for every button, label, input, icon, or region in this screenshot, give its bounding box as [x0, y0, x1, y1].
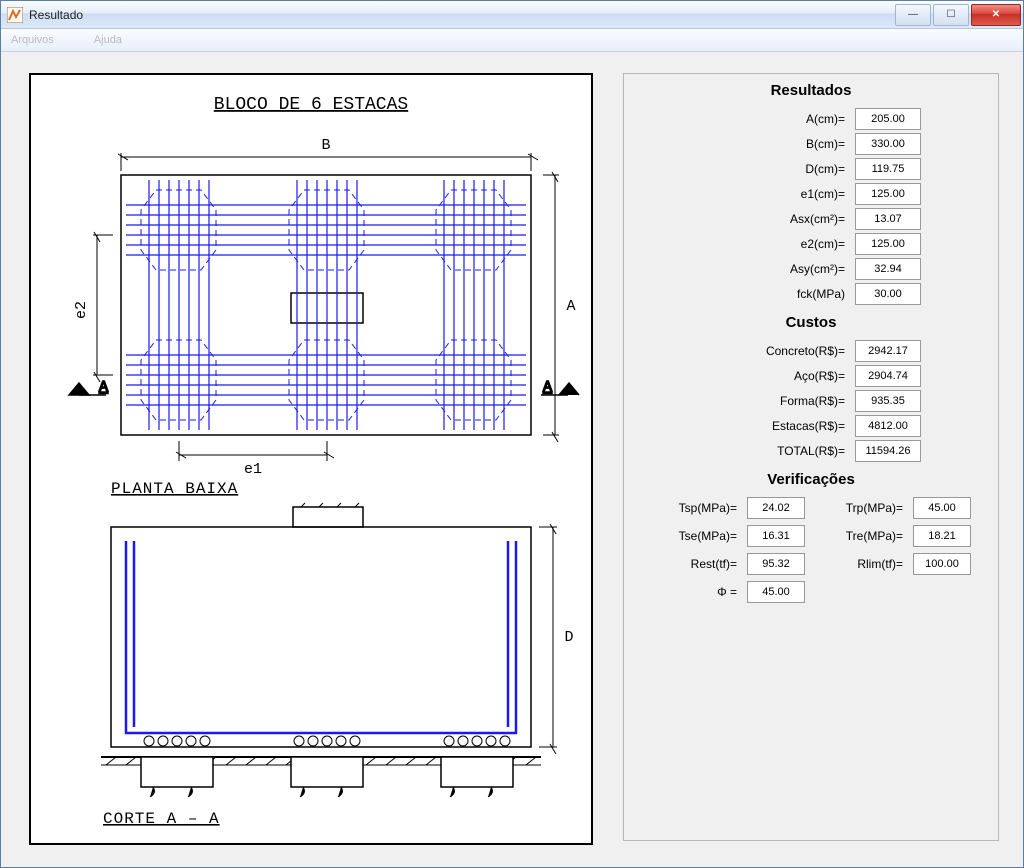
result-label: e1(cm)= — [801, 187, 845, 201]
cost-label: Estacas(R$)= — [772, 419, 845, 433]
result-value: 125.00 — [855, 183, 921, 205]
svg-text:B: B — [321, 137, 330, 154]
cost-value: 935.35 — [855, 390, 921, 412]
result-row: e2(cm)= 125.00 — [701, 233, 921, 255]
result-value: 13.07 — [855, 208, 921, 230]
menu-bar: Arquivos Ajuda — [1, 29, 1023, 52]
verifications-heading: Verificações — [767, 471, 855, 488]
verif-label: Tre(MPa)= — [817, 529, 903, 543]
result-label: Asx(cm²)= — [790, 212, 845, 226]
engineering-drawing: BLOCO DE 6 ESTACAS B — [29, 73, 593, 845]
verif-row: Rlim(tf)= 100.00 — [817, 553, 971, 575]
cost-row: TOTAL(R$)= 11594.26 — [701, 440, 921, 462]
title-bar: Resultado — ☐ ✕ — [1, 1, 1023, 29]
verif-value: 100.00 — [913, 553, 971, 575]
verif-label: Rest(tf)= — [651, 557, 737, 571]
result-row: Asx(cm²)= 13.07 — [701, 208, 921, 230]
cost-row: Concreto(R$)= 2942.17 — [701, 340, 921, 362]
result-label: e2(cm)= — [801, 237, 845, 251]
menu-item[interactable]: Arquivos — [11, 34, 54, 46]
svg-text:CORTE A – A: CORTE A – A — [103, 810, 220, 828]
cost-value: 11594.26 — [855, 440, 921, 462]
cost-row: Forma(R$)= 935.35 — [701, 390, 921, 412]
result-label: D(cm)= — [805, 162, 845, 176]
app-icon — [7, 7, 23, 23]
cost-value: 2942.17 — [855, 340, 921, 362]
result-value: 119.75 — [855, 158, 921, 180]
result-value: 205.00 — [855, 108, 921, 130]
verif-value: 45.00 — [913, 497, 971, 519]
verif-value: 16.31 — [747, 525, 805, 547]
svg-text:A: A — [543, 379, 552, 396]
cost-label: TOTAL(R$)= — [777, 444, 845, 458]
verif-label: Trp(MPa)= — [817, 501, 903, 515]
costs-heading: Custos — [786, 314, 837, 331]
result-row: e1(cm)= 125.00 — [701, 183, 921, 205]
verif-label: Tsp(MPa)= — [651, 501, 737, 515]
verif-value: 45.00 — [747, 581, 805, 603]
verif-value: 24.02 — [747, 497, 805, 519]
result-label: fck(MPa) — [797, 287, 845, 301]
verif-row: Rest(tf)= 95.32 — [651, 553, 805, 575]
cost-label: Concreto(R$)= — [766, 344, 845, 358]
verif-value: 18.21 — [913, 525, 971, 547]
svg-text:PLANTA BAIXA: PLANTA BAIXA — [111, 480, 238, 498]
verif-row: Tre(MPa)= 18.21 — [817, 525, 971, 547]
result-row: Asy(cm²)= 32.94 — [701, 258, 921, 280]
result-value: 125.00 — [855, 233, 921, 255]
results-heading: Resultados — [771, 82, 852, 99]
results-panel: Resultados A(cm)= 205.00 B(cm)= 330.00 D(cm)… — [623, 73, 999, 841]
verif-row: Tsp(MPa)= 24.02 — [651, 497, 805, 519]
cost-row: Aço(R$)= 2904.74 — [701, 365, 921, 387]
menu-item[interactable]: Ajuda — [94, 34, 122, 46]
verif-row: Tse(MPa)= 16.31 — [651, 525, 805, 547]
cost-row: Estacas(R$)= 4812.00 — [701, 415, 921, 437]
cost-label: Forma(R$)= — [780, 394, 845, 408]
svg-text:A: A — [99, 379, 108, 396]
verif-label: Φ = — [651, 585, 737, 599]
svg-text:D: D — [564, 629, 573, 646]
result-value: 330.00 — [855, 133, 921, 155]
verif-label: Rlim(tf)= — [817, 557, 903, 571]
cost-value: 4812.00 — [855, 415, 921, 437]
close-button[interactable]: ✕ — [971, 4, 1021, 26]
result-row: D(cm)= 119.75 — [701, 158, 921, 180]
svg-text:e2: e2 — [73, 301, 90, 319]
result-row: fck(MPa) 30.00 — [701, 283, 921, 305]
drawing-title: BLOCO DE 6 ESTACAS — [214, 95, 408, 115]
result-label: Asy(cm²)= — [790, 262, 845, 276]
verif-row: Φ = 45.00 — [651, 581, 805, 603]
minimize-button[interactable]: — — [895, 4, 931, 26]
app-window: Resultado — ☐ ✕ Arquivos Ajuda BLOCO DE … — [0, 0, 1024, 868]
cost-label: Aço(R$)= — [794, 369, 845, 383]
result-row: A(cm)= 205.00 — [701, 108, 921, 130]
verif-value: 95.32 — [747, 553, 805, 575]
svg-text:e1: e1 — [244, 461, 262, 478]
verif-row: Trp(MPa)= 45.00 — [817, 497, 971, 519]
result-row: B(cm)= 330.00 — [701, 133, 921, 155]
verif-label: Tse(MPa)= — [651, 529, 737, 543]
svg-text:A: A — [566, 298, 575, 315]
window-title: Resultado — [29, 8, 893, 22]
verif-row — [817, 581, 971, 603]
cost-value: 2904.74 — [855, 365, 921, 387]
result-value: 32.94 — [855, 258, 921, 280]
result-value: 30.00 — [855, 283, 921, 305]
result-label: A(cm)= — [806, 112, 845, 126]
result-label: B(cm)= — [806, 137, 845, 151]
maximize-button[interactable]: ☐ — [933, 4, 969, 26]
